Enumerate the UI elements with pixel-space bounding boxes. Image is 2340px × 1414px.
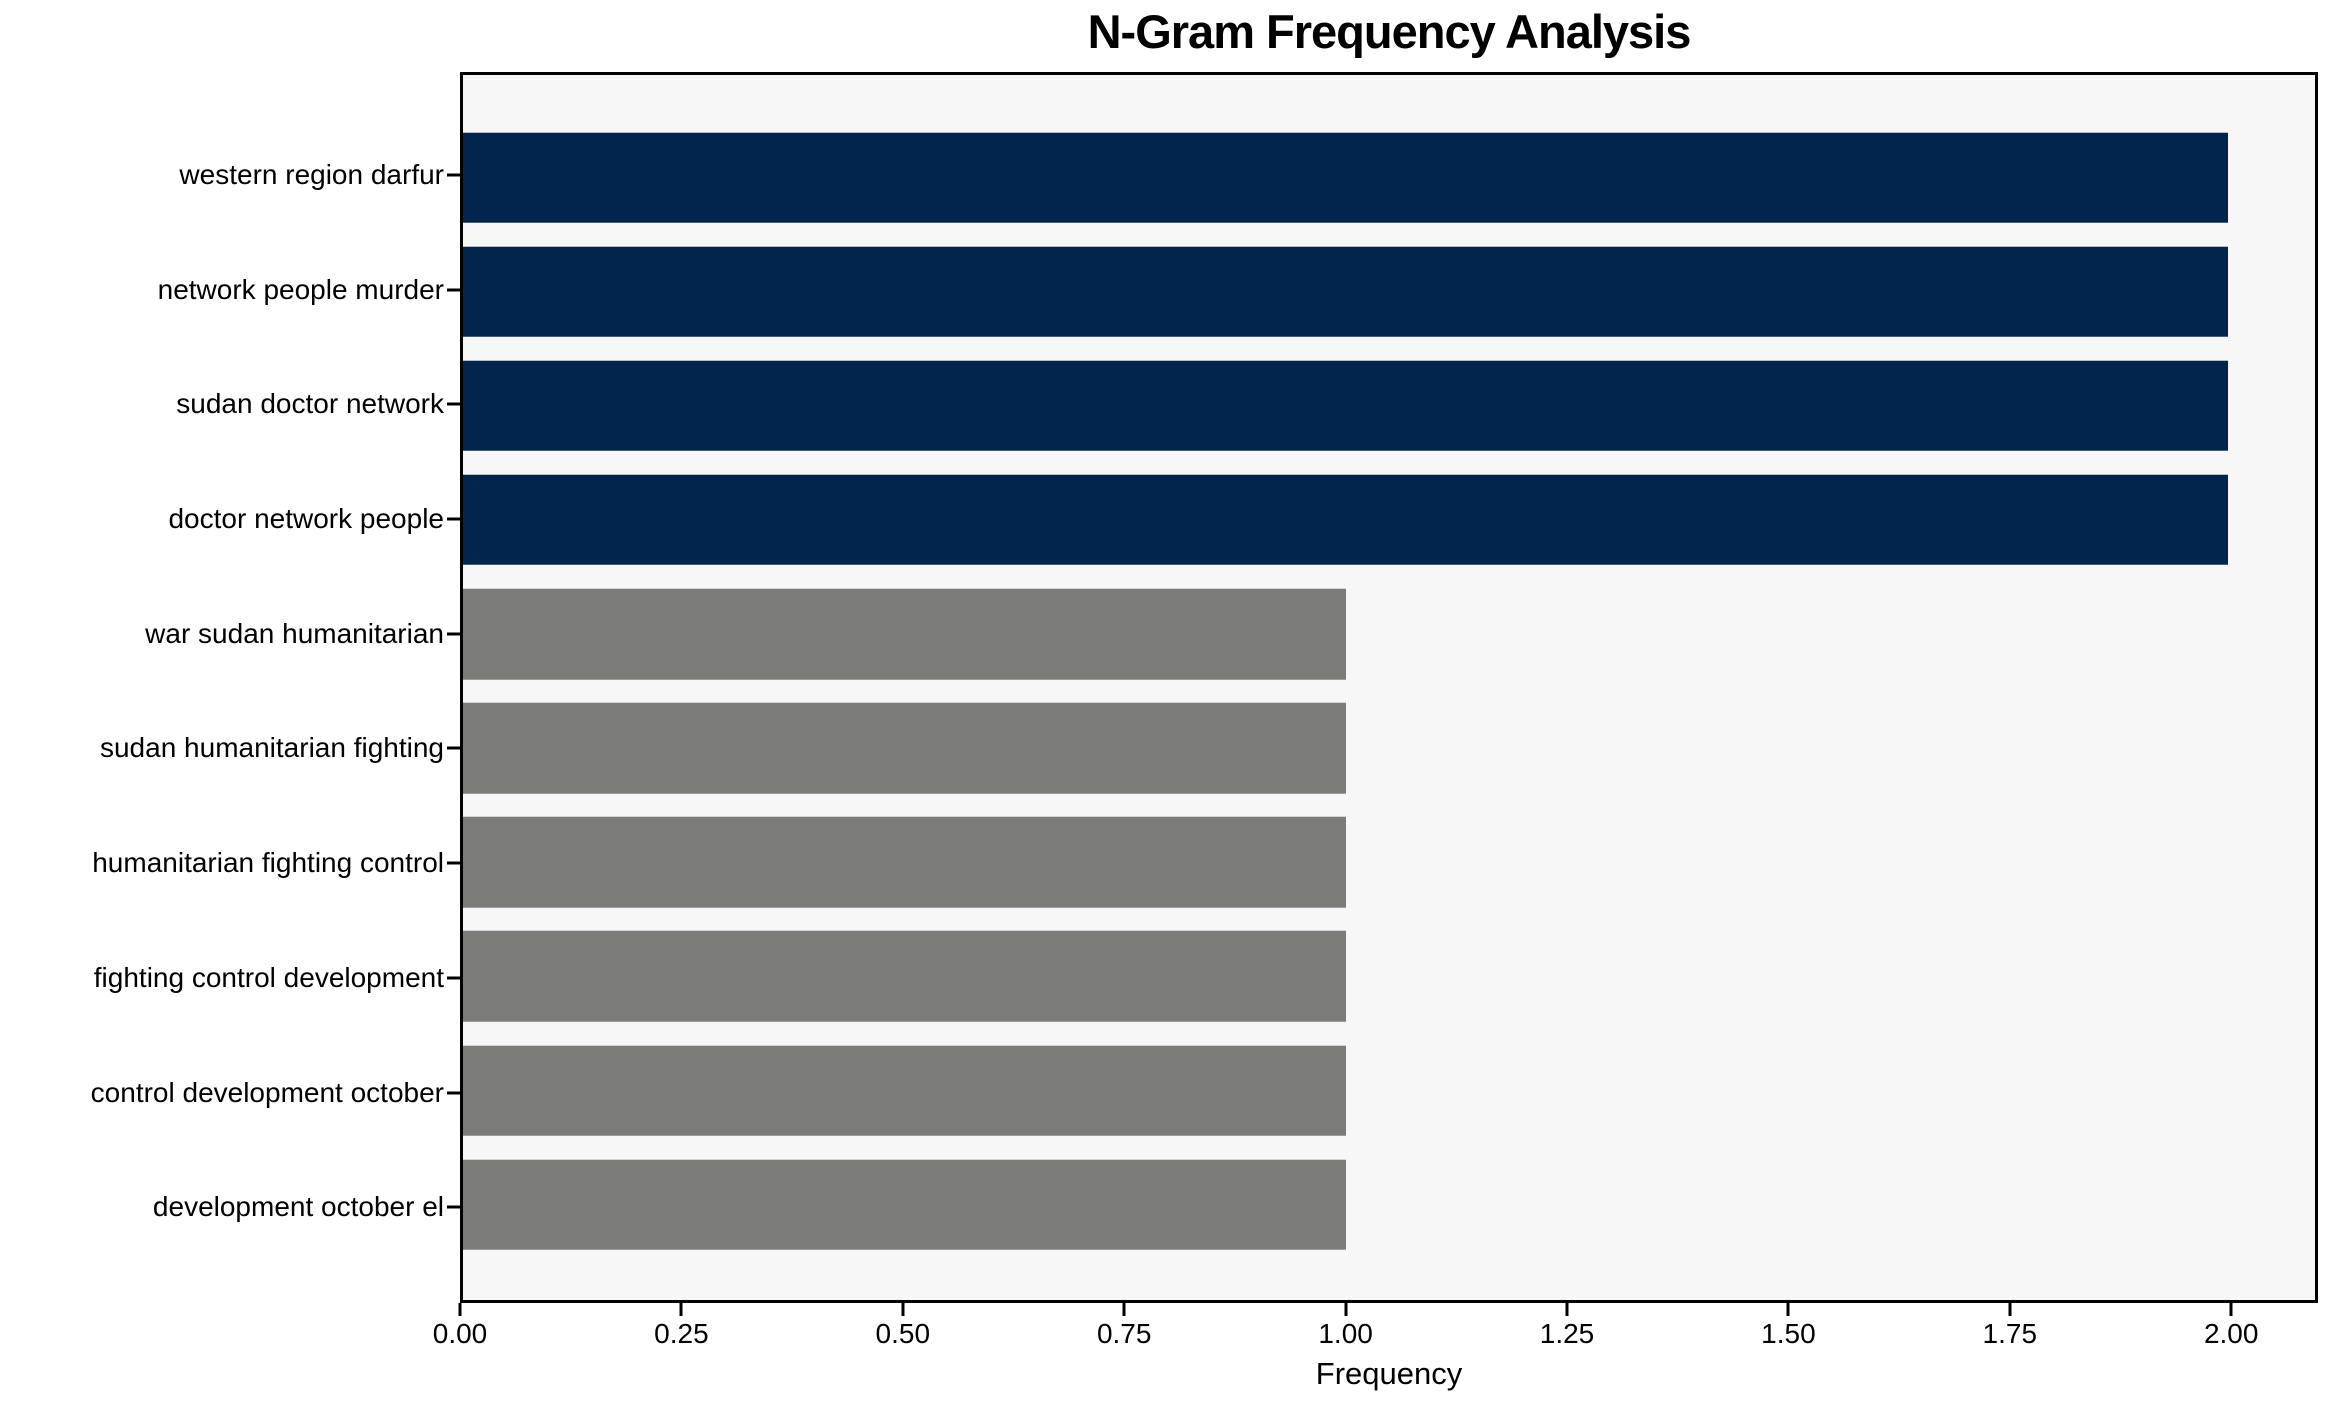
bar-sudan-doctor-network (463, 360, 2229, 452)
bar-doctor-network-people (463, 474, 2229, 566)
x-tick-label-0.75: 0.75 (1096, 1318, 1152, 1349)
x-tick-mark (679, 1303, 683, 1316)
bar-control-development-october (463, 1045, 1346, 1136)
y-tick-label-western-region-darfur: western region darfur (179, 159, 444, 190)
x-tick-mark (2229, 1303, 2233, 1316)
y-tick-mark (447, 517, 460, 521)
y-tick-label-doctor-network-people: doctor network people (168, 503, 444, 535)
x-tick-label-0.00: 0.00 (432, 1318, 488, 1349)
y-tick-mark (447, 1091, 460, 1095)
y-tick-label-fighting-control-development: fighting control development (93, 961, 444, 993)
y-tick-mark (447, 861, 460, 865)
x-tick-label-1.75: 1.75 (1982, 1318, 2038, 1349)
plot-area (460, 72, 2318, 1303)
x-tick-mark (1565, 1303, 1569, 1316)
y-tick-label-development-october-el: development october el (152, 1191, 444, 1223)
y-axis-tick-labels: western region darfur network people murd… (0, 72, 444, 1303)
x-tick-mark (1786, 1303, 1790, 1316)
x-tick-label-1.50: 1.50 (1761, 1318, 1816, 1349)
x-tick-label-0.50: 0.50 (875, 1318, 931, 1349)
x-tick-label-1.00: 1.00 (1318, 1318, 1373, 1349)
x-axis-ticks (458, 1303, 2318, 1316)
y-tick-label-sudan-humanitarian-fighting: sudan humanitarian fighting (99, 732, 444, 764)
bar-network-people-murder (463, 246, 2229, 337)
x-tick-mark (1122, 1303, 1126, 1316)
y-tick-label-war-sudan-humanitarian: war sudan humanitarian (145, 617, 444, 649)
y-tick-mark (447, 632, 460, 636)
y-tick-mark (447, 288, 460, 292)
y-tick-mark (447, 173, 460, 177)
chart-title: N-Gram Frequency Analysis (1087, 5, 1692, 58)
bar-sudan-humanitarian-fighting (463, 702, 1346, 794)
bar-war-sudan-humanitarian (463, 588, 1346, 680)
x-axis-label: Frequency (1315, 1356, 1463, 1391)
y-tick-label-sudan-doctor-network: sudan doctor network (176, 388, 444, 420)
x-tick-mark (2008, 1303, 2012, 1316)
y-tick-mark (447, 976, 460, 980)
y-tick-label-humanitarian-fighting-control: humanitarian fighting control (92, 847, 444, 879)
bar-western-region-darfur (463, 132, 2229, 223)
y-tick-label-control-development-october: control development october (90, 1076, 444, 1108)
y-tick-label-network-people-murder: network people murder (157, 273, 444, 305)
x-tick-label-0.25: 0.25 (654, 1318, 709, 1349)
y-axis-ticks (447, 72, 460, 1303)
x-tick-label-2.00: 2.00 (2203, 1318, 2259, 1349)
x-tick-mark (458, 1303, 462, 1316)
x-tick-mark (901, 1303, 905, 1316)
y-tick-mark (447, 402, 460, 406)
bar-humanitarian-fighting-control (463, 817, 1346, 908)
x-axis-tick-labels: 0.00 0.25 0.50 0.75 1.00 1.25 1.50 1.75 2.00 (433, 1318, 2318, 1356)
y-tick-mark (447, 1205, 460, 1209)
x-tick-mark (1344, 1303, 1348, 1316)
y-tick-mark (447, 746, 460, 750)
bar-development-october-el (463, 1159, 1346, 1250)
bar-fighting-control-development (463, 931, 1346, 1022)
x-tick-label-1.25: 1.25 (1539, 1318, 1595, 1349)
